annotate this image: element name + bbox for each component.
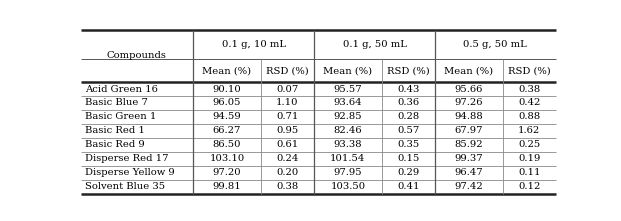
Text: 0.38: 0.38 [276,182,299,191]
Text: 93.38: 93.38 [333,140,362,149]
Text: 0.88: 0.88 [518,112,540,121]
Text: 0.5 g, 50 mL: 0.5 g, 50 mL [463,40,527,49]
Text: 92.85: 92.85 [333,112,362,121]
Text: 97.20: 97.20 [212,168,242,177]
Text: 97.26: 97.26 [455,99,483,107]
Text: Disperse Yellow 9: Disperse Yellow 9 [84,168,175,177]
Text: Basic Red 9: Basic Red 9 [84,140,144,149]
Text: RSD (%): RSD (%) [266,66,309,75]
Text: 96.47: 96.47 [455,168,483,177]
Text: 82.46: 82.46 [333,126,362,135]
Text: 67.97: 67.97 [455,126,483,135]
Text: 0.1 g, 10 mL: 0.1 g, 10 mL [222,40,286,49]
Text: 96.05: 96.05 [213,99,241,107]
Text: 97.95: 97.95 [333,168,362,177]
Text: 0.41: 0.41 [397,182,420,191]
Text: 0.35: 0.35 [397,140,419,149]
Text: Disperse Red 17: Disperse Red 17 [84,154,168,163]
Text: 90.10: 90.10 [212,85,242,93]
Text: 0.42: 0.42 [518,99,540,107]
Text: Basic Red 1: Basic Red 1 [84,126,145,135]
Text: Mean (%): Mean (%) [202,66,252,75]
Text: 85.92: 85.92 [455,140,483,149]
Text: 0.1 g, 50 mL: 0.1 g, 50 mL [343,40,406,49]
Text: 94.59: 94.59 [212,112,242,121]
Text: Solvent Blue 35: Solvent Blue 35 [84,182,165,191]
Text: 1.62: 1.62 [518,126,540,135]
Text: Acid Green 16: Acid Green 16 [84,85,158,93]
Text: 0.11: 0.11 [518,168,540,177]
Text: 103.50: 103.50 [330,182,365,191]
Text: 101.54: 101.54 [330,154,366,163]
Text: 94.88: 94.88 [455,112,483,121]
Text: 103.10: 103.10 [209,154,245,163]
Text: 86.50: 86.50 [213,140,241,149]
Text: 0.07: 0.07 [276,85,299,93]
Text: 0.20: 0.20 [276,168,299,177]
Text: 66.27: 66.27 [213,126,241,135]
Text: 93.64: 93.64 [333,99,362,107]
Text: 0.15: 0.15 [397,154,420,163]
Text: 0.95: 0.95 [276,126,299,135]
Text: RSD (%): RSD (%) [508,66,551,75]
Text: 95.66: 95.66 [455,85,483,93]
Text: 99.37: 99.37 [455,154,483,163]
Text: RSD (%): RSD (%) [387,66,430,75]
Text: 0.19: 0.19 [518,154,540,163]
Text: 0.29: 0.29 [397,168,419,177]
Text: 0.61: 0.61 [276,140,299,149]
Text: 0.12: 0.12 [518,182,540,191]
Text: 1.10: 1.10 [276,99,299,107]
Text: 97.42: 97.42 [455,182,483,191]
Text: Mean (%): Mean (%) [444,66,493,75]
Text: 0.36: 0.36 [397,99,419,107]
Text: Basic Green 1: Basic Green 1 [84,112,156,121]
Text: 0.38: 0.38 [518,85,540,93]
Text: 0.43: 0.43 [397,85,420,93]
Text: Mean (%): Mean (%) [324,66,373,75]
Text: 0.24: 0.24 [276,154,299,163]
Text: 95.57: 95.57 [333,85,362,93]
Text: Basic Blue 7: Basic Blue 7 [84,99,147,107]
Text: 99.81: 99.81 [212,182,242,191]
Text: 0.57: 0.57 [397,126,419,135]
Text: 0.28: 0.28 [397,112,419,121]
Text: Compounds: Compounds [107,51,167,60]
Text: 0.71: 0.71 [276,112,299,121]
Text: 0.25: 0.25 [518,140,540,149]
